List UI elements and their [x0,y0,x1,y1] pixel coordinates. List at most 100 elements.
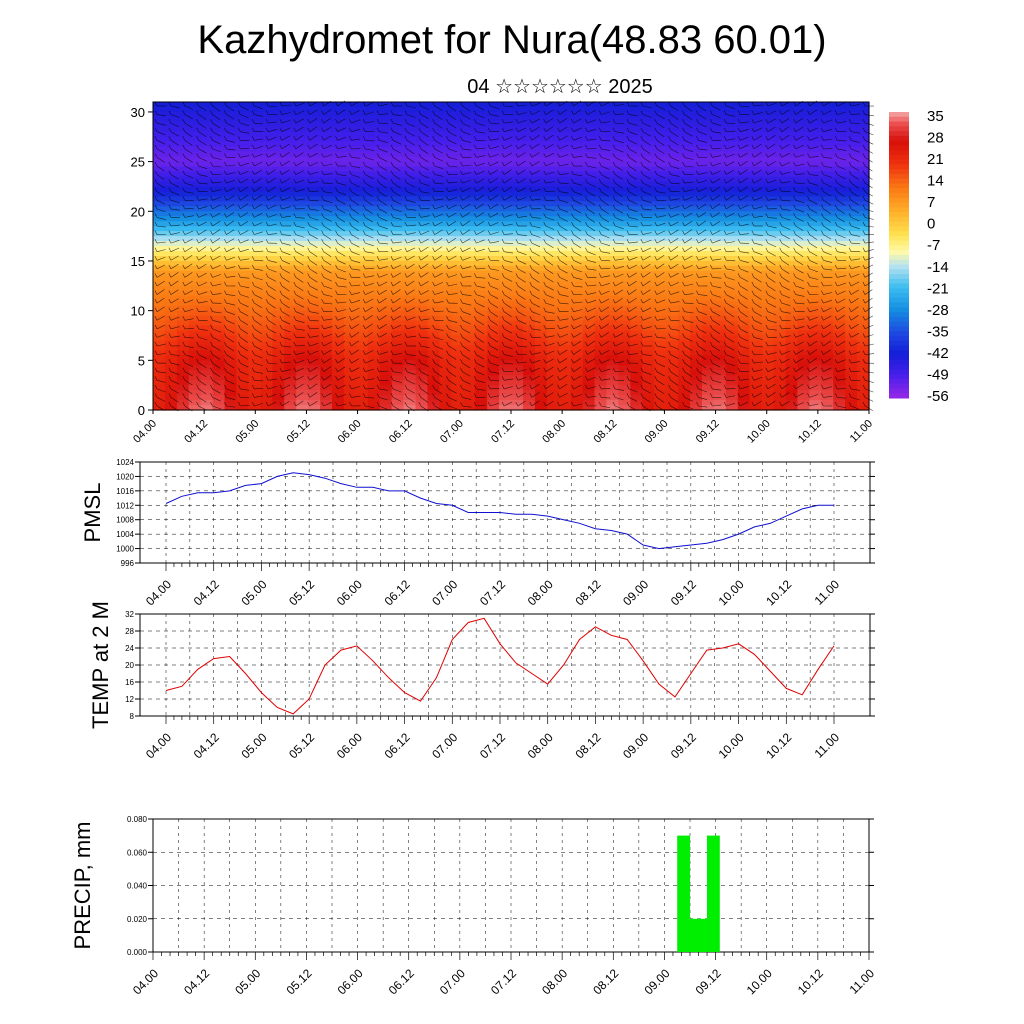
heatmap-cell [332,146,345,153]
wind-barb [851,131,861,134]
heatmap-cell [725,251,739,257]
wind-barb-flag [460,101,463,107]
wind-barb [753,112,763,115]
heatmap-cell [749,151,763,158]
heatmap-cell [176,260,190,267]
heatmap-cell [749,146,763,153]
heatmap-cell [618,141,631,148]
wind-barb [517,119,527,124]
heatmap-cell [296,340,309,347]
heatmap-cell [701,141,715,148]
wind-barb-flag [182,144,186,150]
heatmap-cell [594,181,608,188]
heatmap-cell [582,161,596,168]
heatmap-cell [618,295,631,302]
heatmap-cell [403,335,417,342]
heatmap-cell [379,221,393,227]
wind-barb [545,200,555,202]
heatmap-cell [534,131,548,138]
heatmap-cell [320,310,333,317]
heatmap-cell [546,295,560,302]
wind-barb [462,148,472,151]
heatmap-cell [451,300,464,307]
heatmap-cell [534,365,548,371]
wind-barb [517,160,526,167]
wind-barb-flag [501,178,505,184]
heatmap-cell [701,345,715,351]
heatmap-cell [797,171,810,178]
heatmap-cell [749,365,763,371]
heatmap-cell [606,310,619,317]
wind-barb-flag [168,178,172,184]
heatmap-cell [558,290,572,297]
heatmap-cell [188,370,202,376]
heatmap-cell [845,330,858,337]
heatmap-cell [415,171,429,178]
heatmap-cell [272,320,285,327]
heatmap-cell [403,201,417,207]
wind-barb [517,152,526,158]
heatmap-cell [642,141,655,148]
heatmap-cell [785,260,798,267]
heatmap-cell [534,380,548,386]
heatmap-cell [367,111,381,118]
heatmap-cell [403,126,417,133]
heatmap-cell [164,260,178,267]
heatmap-cell [200,246,214,252]
wind-barb [170,148,179,155]
heatmap-cell [379,191,393,197]
heatmap-cell [666,102,679,108]
heatmap-cell [499,345,512,351]
heatmap-cell [176,265,190,272]
heatmap-cell [379,275,393,282]
heatmap-cell [558,151,572,158]
heatmap-cell [367,320,381,327]
heatmap-cell [260,106,273,113]
heatmap-cell [678,375,691,381]
heatmap-cell [821,111,834,118]
heatmap-cell [522,280,536,287]
heatmap-cell [618,166,631,173]
heatmap-cell [701,246,715,252]
heatmap-cell [701,335,715,342]
heatmap-cell [248,375,261,381]
heatmap-cell [857,390,870,396]
heatmap-cell [236,171,250,178]
heatmap-cell [522,395,536,401]
heatmap-cell [821,395,834,401]
wind-barb-flag [293,204,297,210]
heatmap-cell [666,146,679,153]
heatmap-cell [308,226,321,232]
wind-barb [337,127,346,132]
heatmap-cell [857,385,870,391]
wind-barb-flag [779,161,782,167]
heatmap-cell [606,181,619,188]
heatmap-cell [534,350,548,356]
heatmap-cell [594,226,608,232]
heatmap-cell [415,270,429,277]
wind-barb [795,154,805,158]
heatmap-cell [224,201,238,207]
heatmap-cell [618,211,631,217]
wind-barb-flag [168,110,172,115]
wind-barb-flag [362,101,366,107]
heatmap-cell [606,325,619,332]
heatmap-cell [773,390,787,396]
heatmap-cell [821,131,834,138]
wind-barb [295,126,304,132]
heatmap-cell [797,181,810,188]
heatmap-cell [463,285,476,292]
heatmap-cell [713,305,727,312]
heatmap-cell [343,171,357,178]
heatmap-cell [451,365,464,371]
heatmap-cell [200,151,214,158]
heatmap-cell [403,310,417,317]
heatmap-cell [594,405,608,411]
wind-barb [170,122,180,128]
wind-barb [392,122,402,126]
heatmap-cell [511,335,524,342]
wind-barb [295,170,304,175]
heatmap-cell [678,181,691,188]
heatmap-cell [701,226,715,232]
heatmap-cell [176,126,190,133]
